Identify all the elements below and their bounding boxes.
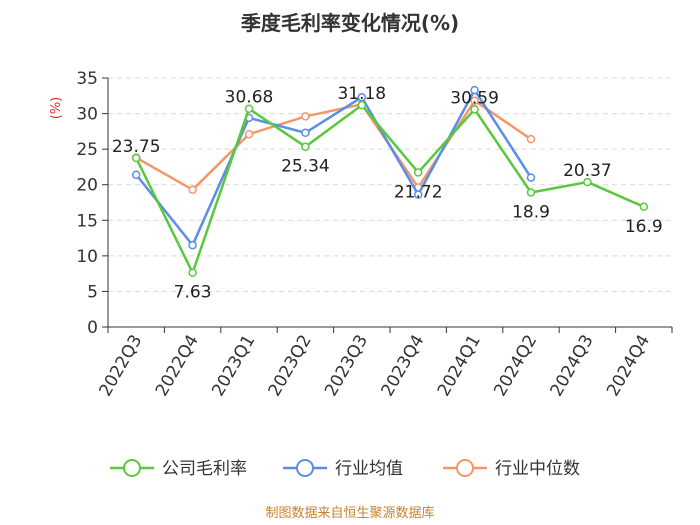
data-point [301, 128, 310, 138]
data-point [244, 104, 254, 113]
y-tick-label: 10 [76, 247, 98, 267]
data-label: 31.18 [337, 84, 386, 104]
y-tick-label: 15 [76, 211, 98, 231]
x-tick-label: 2024Q1 [434, 331, 485, 399]
legend-marker [123, 459, 141, 477]
y-tick-label: 35 [76, 69, 98, 89]
y-tick-label: 5 [87, 282, 98, 302]
data-label: 20.37 [563, 161, 612, 181]
series-line [135, 103, 645, 274]
x-tick-label: 2022Q3 [95, 332, 146, 400]
source-note: 制图数据来自恒生聚源数据库 [265, 505, 434, 521]
data-label: 23.75 [112, 137, 161, 157]
y-axis-label: (%) [49, 97, 64, 120]
y-tick-label: 20 [76, 176, 98, 196]
x-tick-label: 2024Q3 [547, 332, 598, 400]
data-point [357, 100, 367, 110]
x-tick-label: 2023Q1 [208, 332, 259, 400]
data-point [131, 170, 141, 180]
y-tick-label: 25 [76, 140, 98, 160]
series-lines [131, 85, 649, 277]
grid-lines [108, 77, 672, 292]
legend: 公司毛利率 行业均值 行业中位数 [110, 459, 580, 479]
data-point [526, 173, 536, 182]
data-point [188, 240, 197, 250]
legend-item: 行业均值 [283, 459, 403, 479]
data-point [526, 188, 536, 197]
series-行业均值 [131, 85, 536, 250]
data-point [583, 177, 592, 187]
data-label: 18.9 [512, 203, 550, 223]
data-point [470, 85, 479, 95]
chart-title: 季度毛利率变化情况(%) [240, 11, 459, 35]
data-point [188, 268, 197, 277]
y-tick-label: 0 [87, 318, 98, 338]
x-tick-label: 2023Q2 [265, 332, 316, 400]
data-label: 21.72 [394, 182, 443, 202]
data-label: 7.63 [174, 283, 212, 303]
series-line [135, 88, 533, 247]
data-point [639, 202, 649, 212]
data-label: 16.9 [625, 217, 663, 237]
data-point [470, 96, 479, 106]
data-label: 30.68 [225, 88, 274, 108]
data-labels: 23.75 7.63 30.68 25.34 31.18 21.72 30.59 18.9 20… [112, 84, 663, 303]
data-point [244, 129, 254, 139]
x-tick-label: 2024Q2 [490, 332, 541, 400]
data-point [301, 142, 310, 151]
data-point [357, 92, 367, 102]
data-point [131, 153, 141, 163]
data-point [470, 105, 479, 114]
data-point [526, 134, 536, 144]
data-label: 25.34 [281, 157, 330, 177]
legend-label: 行业中位数 [495, 459, 580, 479]
series-line [135, 99, 532, 191]
legend-item: 行业中位数 [443, 459, 580, 479]
legend-label: 行业均值 [335, 459, 403, 479]
y-tick-label: 30 [76, 105, 98, 125]
data-point [413, 190, 423, 199]
data-point [301, 112, 310, 121]
legend-marker [456, 459, 474, 477]
x-tick-label: 2023Q3 [321, 332, 372, 400]
data-point [188, 185, 197, 194]
series-公司毛利率 [131, 100, 649, 277]
data-label: 30.59 [450, 88, 499, 108]
x-tick-label: 2022Q4 [152, 332, 203, 400]
x-tick-label: 2024Q4 [603, 332, 654, 400]
legend-label: 公司毛利率 [162, 459, 247, 479]
legend-item: 公司毛利率 [110, 459, 247, 479]
y-tick-labels: 0 5 10 15 20 25 30 35 [76, 69, 108, 338]
legend-marker [296, 459, 314, 477]
x-tick-label: 2023Q4 [377, 332, 428, 400]
x-tick-labels: 2022Q3 2022Q4 2023Q1 2023Q2 2023Q3 2023Q4 2024… [95, 327, 673, 400]
data-point [413, 168, 423, 177]
